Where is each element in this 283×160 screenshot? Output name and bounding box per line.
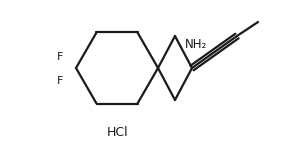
Text: HCl: HCl [107, 125, 129, 139]
Text: F: F [57, 52, 63, 62]
Text: F: F [57, 76, 63, 86]
Text: NH₂: NH₂ [185, 37, 207, 51]
